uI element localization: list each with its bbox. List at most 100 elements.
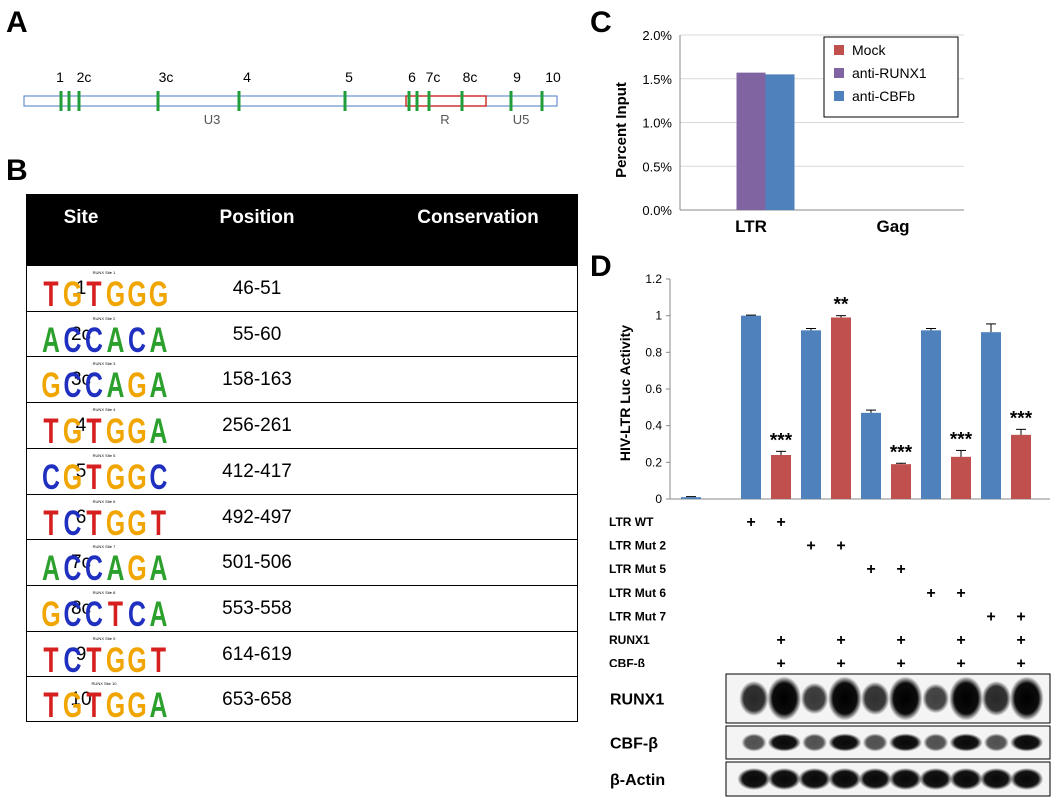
blot-band [949, 768, 983, 790]
position-cell: 614-619 [222, 643, 292, 665]
header-conservation: Conservation [417, 207, 539, 228]
y-tick-label: 0.0% [642, 203, 672, 218]
y-tick-label: 0.6 [645, 382, 662, 396]
y-tick-label: 0 [655, 492, 662, 506]
site-cell: 6 [75, 506, 87, 528]
site-cell: 7c [70, 552, 92, 574]
y-tick-label: 1.2 [645, 272, 662, 286]
logo-letter: T [86, 458, 101, 491]
sequence-logo: RUNX Site 8G C C T C A [41, 590, 167, 628]
position-cell: 55-60 [232, 323, 282, 345]
logo-letter: A [150, 549, 168, 582]
logo-letter: A [150, 366, 168, 399]
logo-letter: T [43, 503, 58, 536]
logo-letter: T [108, 595, 123, 628]
blot-band [923, 733, 949, 752]
significance-label: *** [770, 430, 793, 451]
logo-letter: G [106, 686, 125, 719]
logo-letter: A [42, 549, 60, 582]
panel-label-b: B [6, 154, 28, 187]
plus-mark: + [866, 561, 875, 578]
logo-letter: T [151, 640, 166, 673]
plus-mark: + [956, 656, 965, 667]
bar [951, 456, 971, 499]
sequence-logo: RUNX Site 6T C T G G T [43, 499, 166, 537]
significance-label: *** [890, 442, 913, 463]
logo-letter: G [41, 366, 60, 399]
bar [891, 464, 911, 499]
table-header: Site Position Conservation [27, 195, 577, 265]
plus-mark: + [776, 632, 785, 649]
blot-band [1010, 768, 1044, 790]
position-cell: 412-417 [222, 460, 292, 482]
logo-letter: G [106, 503, 125, 536]
logo-letter: G [127, 686, 146, 719]
panel-label-c: C [590, 6, 612, 39]
logo-letter: A [150, 412, 168, 445]
y-tick-label: 0.8 [645, 345, 662, 359]
logo-title: RUNX Site 1 [93, 270, 116, 275]
sequence-logo: RUNX Site 4T G T G G A [43, 407, 168, 445]
chart-c-legend: Mock anti-RUNX1 anti-CBFb [823, 36, 959, 118]
sequence-logo: RUNX Site 7A C C A G A [42, 544, 168, 582]
logo-letter: T [43, 640, 58, 673]
blot-band [741, 733, 767, 752]
position-cell: 256-261 [222, 415, 292, 437]
logo-letter: G [127, 640, 146, 673]
position-cell: 553-558 [222, 597, 292, 619]
r-region-box [405, 95, 487, 107]
blot-label: RUNX1 [610, 692, 664, 709]
logo-letter: C [64, 640, 82, 673]
site-cell: 5 [75, 460, 87, 482]
category-label: Gag [876, 217, 909, 236]
logo-title: RUNX Site 6 [93, 499, 116, 504]
logo-letter: G [63, 686, 82, 719]
blot-band [1010, 733, 1044, 752]
condition-label: LTR Mut 7 [609, 609, 666, 623]
y-tick-label: 2.0% [642, 28, 672, 43]
site-label: 9 [513, 69, 521, 85]
position-cell: 158-163 [222, 369, 292, 391]
blot-band [767, 676, 802, 721]
position-cell: 501-506 [222, 552, 292, 574]
y-tick-label: 1.0% [642, 116, 672, 131]
logo-letter: G [106, 458, 125, 491]
logo-letter: G [149, 275, 168, 308]
logo-letter: T [86, 640, 101, 673]
logo-letter: G [127, 366, 146, 399]
logo-letter: T [86, 275, 101, 308]
site-label: 10 [545, 69, 561, 85]
blot-band [981, 681, 1012, 716]
plus-mark: + [956, 632, 965, 649]
sequence-logo: RUNX Site 10T G T G G A [43, 681, 167, 719]
ltr-map: 1 2c 3c 4 5 6 7c 8c 9 10 U3 R U5 [23, 69, 561, 127]
logo-letter: T [43, 412, 58, 445]
logo-letter: T [43, 686, 58, 719]
blot-band [828, 733, 862, 752]
site-label: 5 [345, 69, 353, 85]
logo-letter: G [63, 458, 82, 491]
y-tick-label: 1 [655, 309, 662, 323]
site-label: 8c [463, 69, 478, 85]
region-label-u3: U3 [204, 112, 221, 127]
blot-band [949, 733, 983, 752]
bar [771, 455, 791, 499]
logo-letter: C [64, 595, 82, 628]
logo-letter: C [128, 595, 146, 628]
legend-item: anti-CBFb [852, 88, 915, 104]
ltr-bar [23, 95, 558, 107]
logo-letter: C [128, 320, 146, 353]
legend-item: anti-RUNX1 [852, 65, 927, 81]
plus-mark: + [896, 561, 905, 578]
significance-label: *** [950, 429, 973, 450]
blot-band [802, 733, 828, 752]
logo-letter: C [85, 366, 103, 399]
sequence-logo: RUNX Site 9T C T G G T [43, 636, 166, 674]
y-tick-label: 0.5% [642, 159, 672, 174]
plus-mark: + [926, 585, 935, 602]
